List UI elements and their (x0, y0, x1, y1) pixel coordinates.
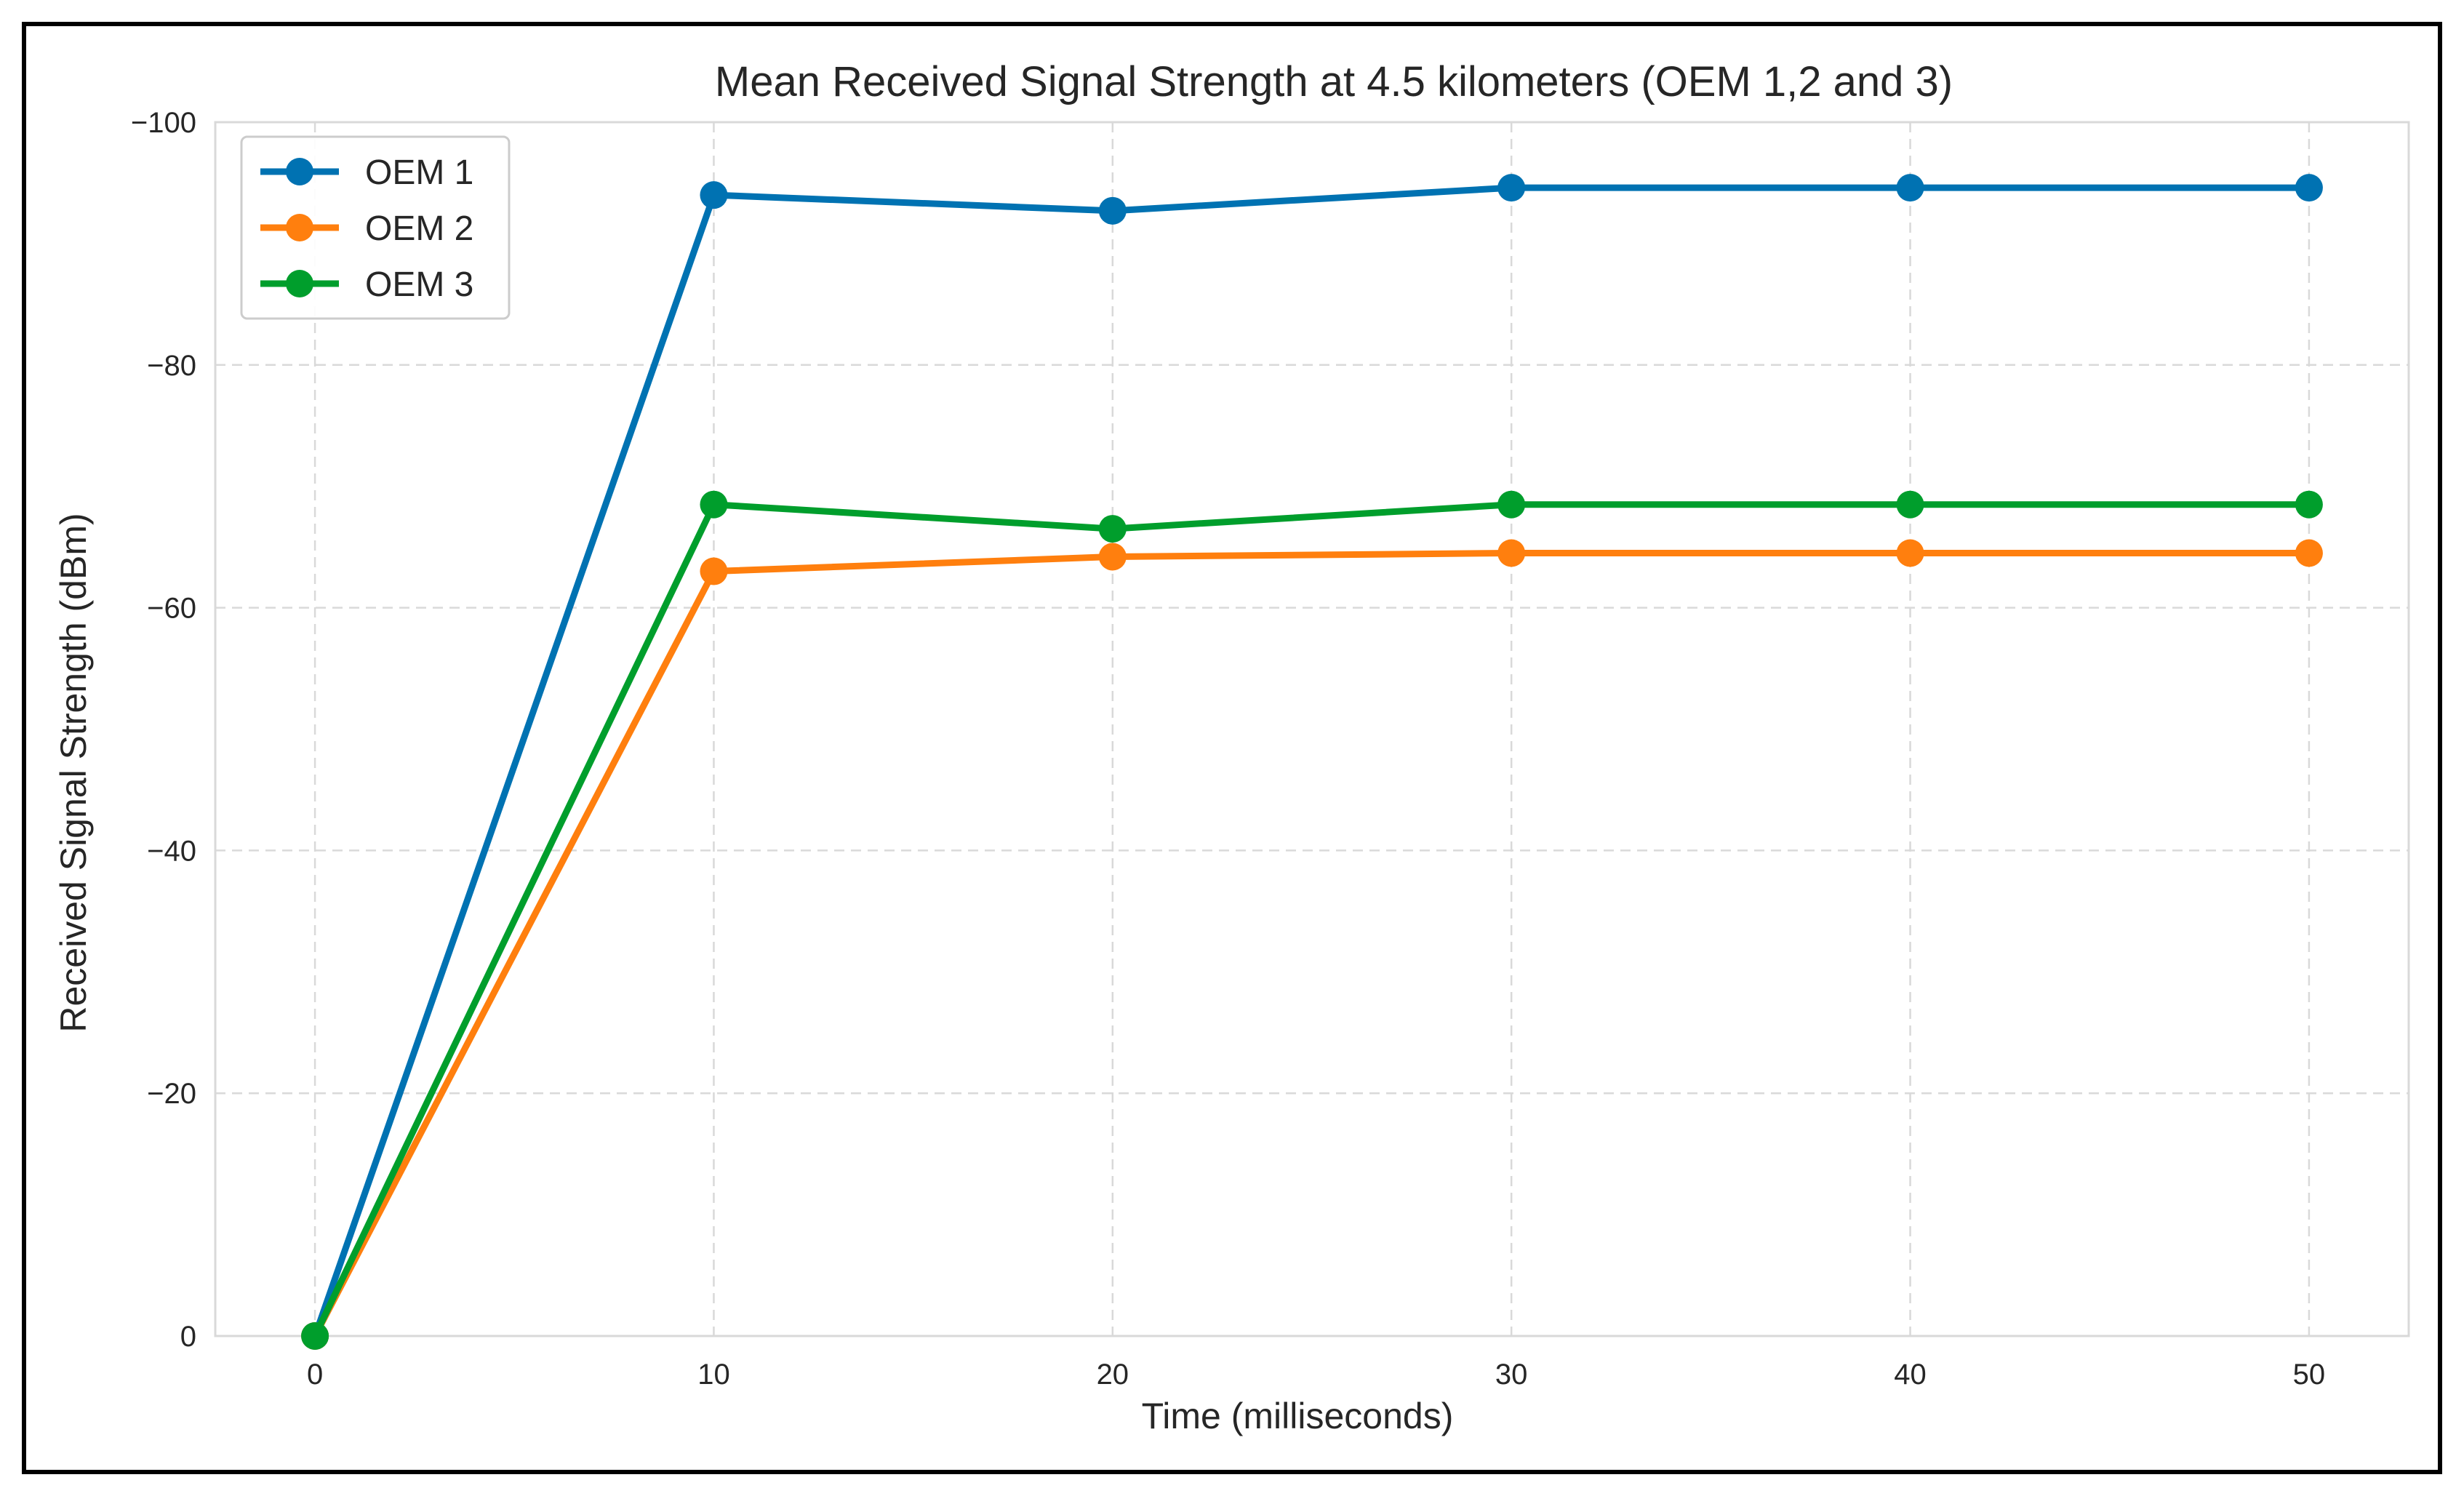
y-tick-label: 0 (180, 1321, 196, 1353)
data-point (2295, 490, 2323, 519)
y-tick-label: −80 (147, 350, 196, 382)
x-axis-label: Time (milliseconds) (1142, 1396, 1454, 1436)
x-tick-label: 0 (307, 1359, 323, 1391)
data-point (700, 490, 728, 519)
x-tick-label: 10 (697, 1359, 730, 1391)
series-line (311, 549, 2313, 1340)
legend-marker (286, 270, 313, 297)
data-point (2295, 539, 2323, 567)
data-point (2295, 174, 2323, 202)
figure-frame: 0 10 20 30 40 50 0 −20 −40 −60 −80 −100 Mean Receiv… (22, 22, 2442, 1474)
data-point (1896, 174, 1924, 202)
data-point (1896, 490, 1924, 519)
data-point (1497, 539, 1526, 567)
data-point (1497, 490, 1526, 519)
x-tick-label: 50 (2293, 1359, 2326, 1391)
plot-area-frame (214, 121, 2410, 1337)
legend-item-oem-2: OEM 2 (260, 209, 473, 248)
data-point (1497, 174, 1526, 202)
chart-title: Mean Received Signal Strength at 4.5 kil… (715, 58, 1953, 105)
legend-marker (286, 158, 313, 185)
grid-layer (215, 121, 2409, 1337)
series-line (311, 501, 2313, 1340)
legend-label: OEM 1 (365, 153, 473, 192)
legend: OEM 1 OEM 2 OEM 3 (240, 135, 511, 320)
legend-item-oem-1: OEM 1 (260, 153, 473, 192)
series-layer (301, 174, 2323, 1350)
data-point (1098, 515, 1127, 543)
data-point (1896, 539, 1924, 567)
y-tick-label: −40 (147, 835, 196, 867)
data-point (700, 557, 728, 585)
y-tick-label: −60 (147, 593, 196, 625)
legend-label: OEM 3 (365, 265, 473, 304)
x-tick-label: 30 (1495, 1359, 1528, 1391)
y-axis-label: Received Signal Strength (dBm) (53, 513, 94, 1032)
line-chart: 0 10 20 30 40 50 0 −20 −40 −60 −80 −100 Mean Receiv… (53, 58, 2410, 1436)
series-oem-3 (301, 490, 2323, 1350)
x-tick-label: 40 (1894, 1359, 1927, 1391)
data-point (700, 181, 728, 209)
tick-labels: 0 10 20 30 40 50 0 −20 −40 −60 −80 −100 (131, 107, 2325, 1391)
data-point (301, 1322, 329, 1350)
series-oem-1 (301, 174, 2323, 1350)
y-tick-label: −100 (131, 107, 196, 139)
series-oem-2 (301, 539, 2323, 1350)
series-line (311, 184, 2313, 1340)
legend-label: OEM 2 (365, 209, 473, 248)
data-point (1098, 543, 1127, 571)
data-point (1098, 196, 1127, 225)
legend-item-oem-3: OEM 3 (260, 265, 473, 304)
x-tick-label: 20 (1097, 1359, 1129, 1391)
y-tick-label: −20 (147, 1078, 196, 1110)
legend-marker (286, 214, 313, 241)
